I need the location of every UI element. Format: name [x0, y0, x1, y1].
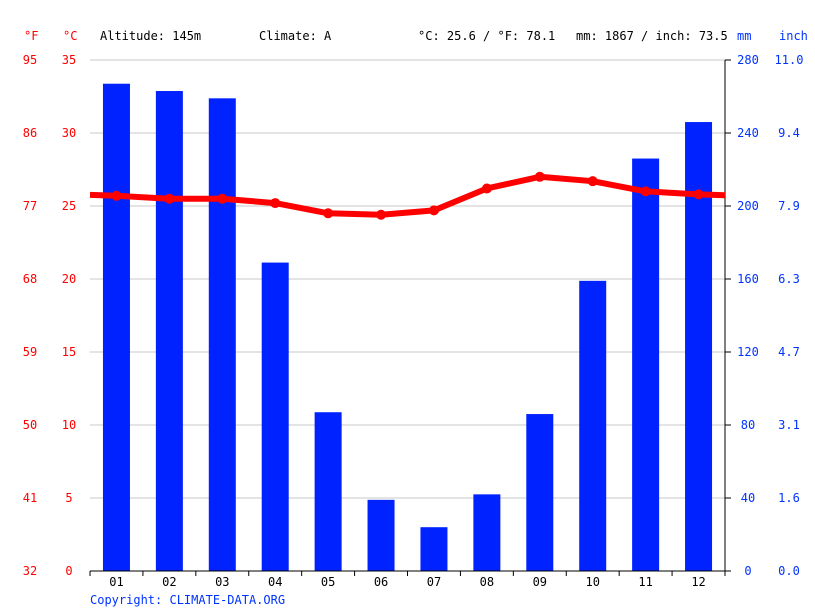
copyright-label: Copyright: CLIMATE-DATA.ORG: [90, 593, 285, 607]
precipitation-bar: [420, 527, 448, 571]
precipitation-bar: [155, 91, 183, 572]
month-tick-label: 01: [109, 575, 123, 589]
gridlines: [90, 59, 725, 499]
temperature-point: [111, 190, 122, 201]
inch-tick-label: 7.9: [778, 199, 800, 213]
fahrenheit-tick-label: 41: [23, 491, 37, 505]
month-tick-label: 06: [374, 575, 388, 589]
precipitation-bar: [367, 499, 395, 571]
temperature-line: [89, 171, 726, 220]
temperature-point: [428, 205, 439, 216]
fahrenheit-tick-label: 86: [23, 126, 37, 140]
temperature-point: [640, 186, 651, 197]
mm-tick-label: 160: [737, 272, 759, 286]
month-tick-label: 03: [215, 575, 229, 589]
month-tick-label: 12: [691, 575, 705, 589]
precipitation-bar: [473, 494, 501, 571]
fahrenheit-tick-label: 95: [23, 53, 37, 67]
celsius-tick-label: 15: [62, 345, 76, 359]
temperature-point: [534, 171, 545, 182]
celsius-tick-label: 25: [62, 199, 76, 213]
month-tick-label: 02: [162, 575, 176, 589]
temperature-point: [481, 183, 492, 194]
climate-label: Climate: A: [259, 29, 332, 43]
celsius-tick-label: 35: [62, 53, 76, 67]
month-tick-label: 11: [638, 575, 652, 589]
inch-tick-label: 1.6: [778, 491, 800, 505]
precipitation-bar: [526, 414, 554, 571]
mm-tick-label: 80: [741, 418, 755, 432]
mm-tick-label: 40: [741, 491, 755, 505]
fahrenheit-tick-label: 77: [23, 199, 37, 213]
inch-tick-label: 3.1: [778, 418, 800, 432]
inch-tick-label: 11.0: [775, 53, 804, 67]
temperature-average-label: °C: 25.6 / °F: 78.1: [418, 29, 555, 43]
inch-tick-label: 9.4: [778, 126, 800, 140]
mm-tick-label: 240: [737, 126, 759, 140]
right-axis-ticks: 280 11.0 240 9.4 200 7.9 160 6.3 120 4.7 80 3.1 40 1.…: [724, 53, 804, 578]
temperature-point: [217, 193, 228, 204]
inch-tick-label: 6.3: [778, 272, 800, 286]
temperature-point: [164, 193, 175, 204]
x-axis: 01 02 03 04 05 06 07 08 09 10 11 12: [89, 570, 726, 589]
mm-tick-label: 280: [737, 53, 759, 67]
month-tick-label: 07: [427, 575, 441, 589]
celsius-tick-label: 10: [62, 418, 76, 432]
celsius-tick-label: 30: [62, 126, 76, 140]
altitude-label: Altitude: 145m: [100, 29, 201, 43]
temperature-curve: [89, 173, 726, 218]
precipitation-bar: [579, 280, 607, 571]
temperature-point: [587, 176, 598, 187]
precipitation-bar: [208, 98, 236, 571]
left-axis-ticks: 95 35 86 30 77 25 68 20 59 15 50 10 41 5 32 0: [23, 53, 76, 578]
celsius-tick-label: 20: [62, 272, 76, 286]
celsius-tick-label: 0: [65, 564, 72, 578]
mm-tick-label: 200: [737, 199, 759, 213]
fahrenheit-tick-label: 68: [23, 272, 37, 286]
temperature-point: [693, 189, 704, 200]
fahrenheit-tick-label: 50: [23, 418, 37, 432]
fahrenheit-tick-label: 59: [23, 345, 37, 359]
month-tick-label: 10: [585, 575, 599, 589]
month-tick-label: 04: [268, 575, 282, 589]
temperature-point: [270, 198, 281, 209]
fahrenheit-tick-label: 32: [23, 564, 37, 578]
month-tick-label: 08: [480, 575, 494, 589]
temperature-point: [376, 209, 387, 220]
precipitation-bars: [102, 83, 713, 572]
fahrenheit-unit-label: °F: [24, 29, 38, 43]
inch-tick-label: 4.7: [778, 345, 800, 359]
celsius-tick-label: 5: [65, 491, 72, 505]
inch-tick-label: 0.0: [778, 564, 800, 578]
temperature-point: [323, 208, 334, 219]
celsius-unit-label: °C: [63, 29, 77, 43]
mm-tick-label: 0: [744, 564, 751, 578]
mm-tick-label: 120: [737, 345, 759, 359]
precipitation-bar: [632, 158, 660, 572]
precipitation-bar: [261, 262, 289, 571]
mm-unit-label: mm: [737, 29, 751, 43]
precipitation-bar: [102, 83, 130, 571]
precipitation-total-label: mm: 1867 / inch: 73.5: [576, 29, 728, 43]
month-tick-label: 09: [533, 575, 547, 589]
inch-unit-label: inch: [779, 29, 808, 43]
precipitation-bar: [314, 412, 342, 571]
month-tick-label: 05: [321, 575, 335, 589]
